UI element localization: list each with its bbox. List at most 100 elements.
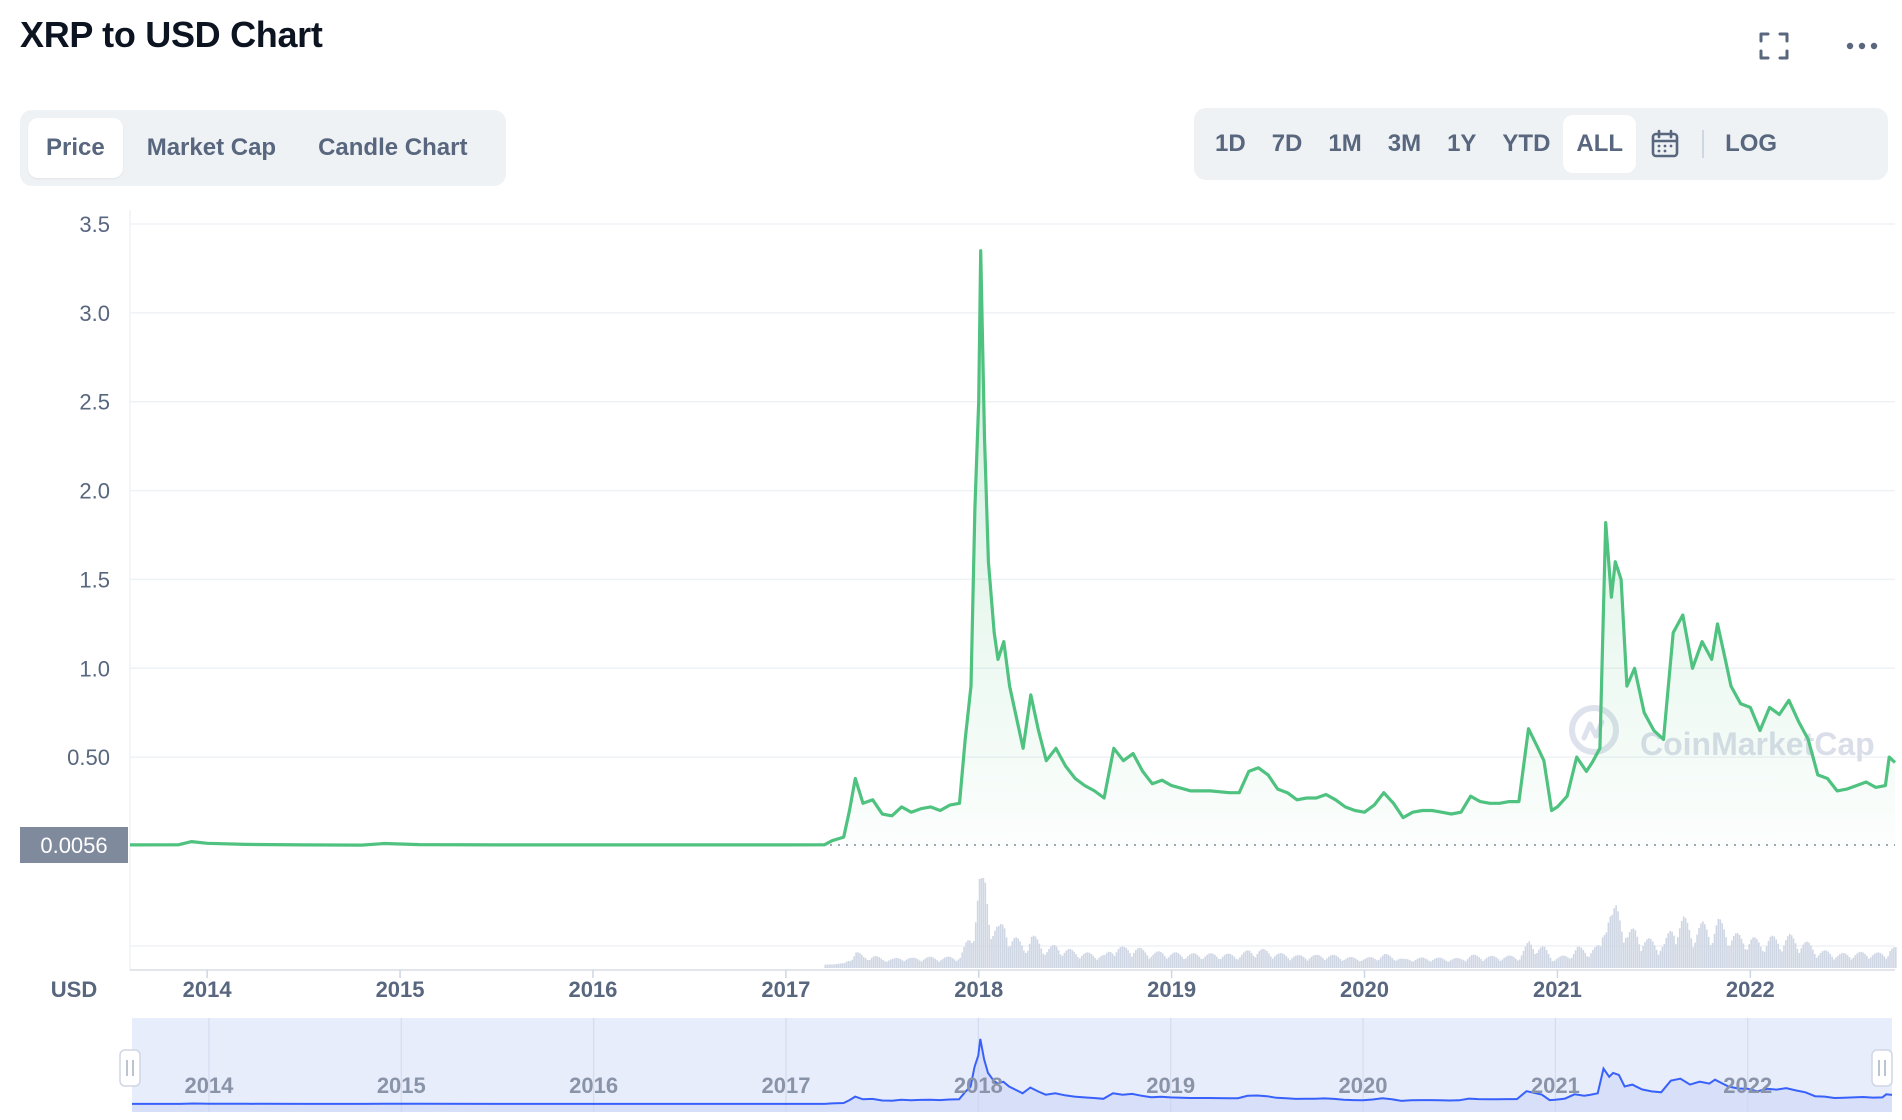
x-tick-label: 2022 [1726, 977, 1775, 1000]
volume-bar [944, 957, 946, 968]
volume-bar [1244, 950, 1247, 968]
volume-bar [851, 959, 854, 968]
volume-bar [1333, 954, 1336, 968]
volume-bar [836, 963, 838, 968]
volume-bar [876, 956, 879, 968]
volume-bar [1696, 934, 1698, 968]
more-button[interactable] [1840, 24, 1884, 68]
volume-bar [1320, 956, 1322, 968]
volume-bar [1804, 942, 1806, 968]
volume-bar [1372, 957, 1374, 968]
tab-candle-chart[interactable]: Candle Chart [318, 134, 468, 161]
volume-bar [1351, 957, 1353, 968]
calendar-button[interactable] [1636, 115, 1694, 173]
volume-bar [1686, 922, 1689, 968]
volume-bar [1096, 959, 1099, 968]
volume-bar [839, 963, 842, 968]
range-7d[interactable]: 7D [1271, 130, 1303, 157]
volume-bar [1572, 954, 1575, 968]
range-1y[interactable]: 1Y [1447, 130, 1477, 157]
volume-bar [1790, 935, 1793, 968]
volume-bar [915, 958, 917, 968]
volume-bar [1744, 949, 1747, 968]
volume-bar [947, 956, 950, 968]
volume-bar [1663, 944, 1666, 968]
volume-bar [855, 952, 857, 968]
volume-bar [1462, 960, 1465, 968]
volume-bar [872, 956, 875, 968]
volume-bar [1156, 951, 1158, 968]
volume-bar [1810, 945, 1812, 968]
navigator-handle-left[interactable] [119, 1049, 141, 1087]
volume-bar [1084, 952, 1087, 968]
price-area [130, 250, 1895, 846]
volume-bar [1061, 955, 1064, 968]
volume-bar [1177, 953, 1180, 968]
volume-bar [1486, 957, 1488, 968]
volume-bar [1204, 956, 1207, 968]
volume-bar [1709, 945, 1712, 968]
volume-bar [976, 900, 979, 968]
range-all[interactable]: ALL [1563, 115, 1637, 173]
volume-bar [1738, 934, 1741, 968]
volume-bar [1632, 928, 1635, 968]
volume-bar [1750, 939, 1752, 968]
volume-bar [928, 956, 931, 968]
range-ytd[interactable]: YTD [1502, 130, 1551, 157]
volume-bar [1758, 942, 1760, 968]
volume-bar [1322, 958, 1324, 968]
volume-bar [1349, 957, 1351, 968]
volume-bar [1214, 954, 1216, 968]
volume-bar [1318, 955, 1320, 968]
volume-bar [1125, 947, 1127, 968]
volume-bar [1378, 959, 1380, 968]
volume-bar [1557, 957, 1560, 968]
range-3m[interactable]: 3M [1387, 130, 1422, 157]
volume-bar [961, 952, 963, 968]
volume-bar [1015, 937, 1017, 968]
volume-bar [1468, 957, 1471, 968]
volume-bar [1408, 960, 1411, 968]
volume-bar [1852, 957, 1855, 968]
volume-bar [1065, 950, 1068, 968]
range-1m[interactable]: 1M [1328, 130, 1362, 157]
volume-bar [1835, 957, 1837, 968]
volume-bar [1293, 956, 1295, 968]
x-tick-label: 2014 [183, 977, 233, 1000]
volume-bar [1079, 958, 1081, 968]
volume-bar [859, 953, 861, 968]
volume-bar [1840, 953, 1843, 968]
volume-bar [1806, 941, 1808, 968]
volume-bar [1212, 953, 1214, 968]
volume-bar [1592, 949, 1594, 968]
volume-bar [1227, 953, 1230, 968]
tab-price[interactable]: Price [28, 118, 123, 178]
log-toggle[interactable]: LOG [1725, 130, 1778, 157]
navigator-handle-right[interactable] [1871, 1049, 1893, 1087]
volume-bar [1497, 959, 1500, 968]
volume-bar [1001, 924, 1004, 968]
volume-bar [1347, 957, 1349, 968]
volume-bar [832, 964, 834, 968]
volume-bar [1545, 950, 1548, 968]
volume-bar [1489, 955, 1492, 968]
range-1d[interactable]: 1D [1215, 130, 1246, 157]
volume-bar [1443, 959, 1446, 968]
volume-bar [1136, 948, 1139, 968]
volume-bar [1237, 959, 1239, 968]
volume-bar [932, 957, 935, 968]
volume-bar [972, 941, 975, 968]
volume-bar [1360, 960, 1363, 968]
volume-bar [1607, 922, 1610, 968]
volume-bar [1231, 954, 1234, 968]
volume-bar [1225, 953, 1228, 968]
tab-market-cap[interactable]: Market Cap [146, 134, 277, 161]
volume-bar [1233, 956, 1235, 968]
volume-bar [1881, 954, 1884, 968]
volume-bar [1310, 956, 1313, 968]
volume-bar [886, 961, 888, 968]
volume-bar [1603, 934, 1606, 968]
volume-bar [1719, 919, 1722, 968]
volume-bar [965, 942, 967, 968]
fullscreen-button[interactable] [1752, 24, 1796, 68]
